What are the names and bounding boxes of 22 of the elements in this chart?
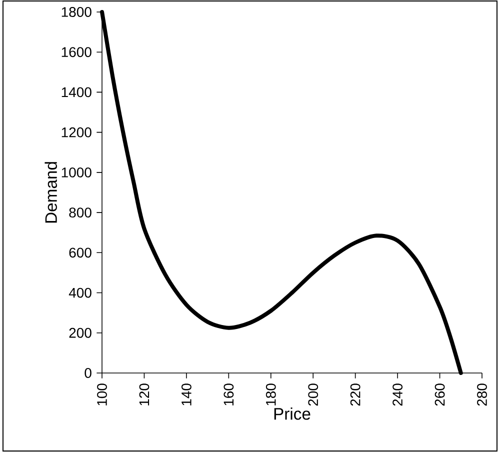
y-tick-label: 800 xyxy=(69,208,92,218)
y-axis-title: Demand xyxy=(44,162,57,223)
x-tick-label: 240 xyxy=(392,384,403,406)
x-tick-label: 120 xyxy=(139,384,150,406)
x-tick-label: 280 xyxy=(477,384,487,406)
y-tick-label: 200 xyxy=(69,328,92,338)
y-tick-label: 1400 xyxy=(62,87,92,98)
y-tick-label: 1200 xyxy=(62,127,92,138)
y-tick-label: 600 xyxy=(69,248,92,258)
x-tick-label: 220 xyxy=(350,384,360,406)
y-tick-label: 1000 xyxy=(62,167,92,178)
x-tick-label: 260 xyxy=(434,384,445,406)
x-tick-label: 100 xyxy=(97,384,107,406)
x-tick-label: 160 xyxy=(224,384,234,406)
y-tick-label: 1600 xyxy=(62,47,92,58)
x-axis-title: Price xyxy=(274,408,310,420)
y-tick-label: 1800 xyxy=(62,7,92,17)
y-tick-label: 400 xyxy=(68,288,92,298)
y-tick-label: 0 xyxy=(84,368,92,378)
x-tick-label: 180 xyxy=(266,384,276,406)
x-tick-label: 140 xyxy=(182,384,192,406)
x-tick-label: 200 xyxy=(308,384,318,406)
